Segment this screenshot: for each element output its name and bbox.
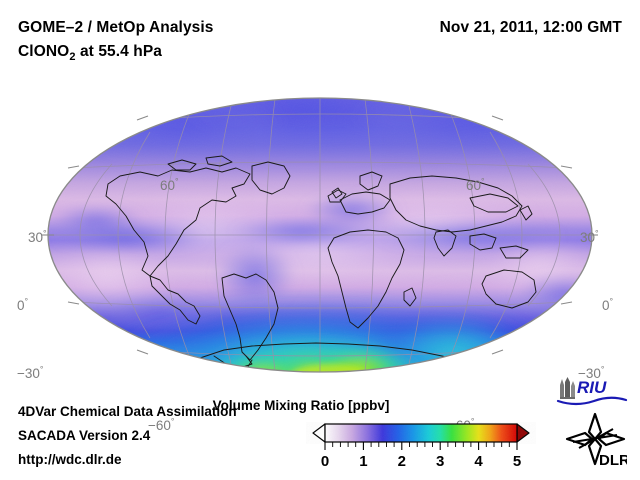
cb-tick-2: 2 [398,453,406,470]
lat-label-right-0: 0° [602,296,614,313]
cb-tick-3: 3 [436,453,444,470]
riu-wave-icon [556,396,628,406]
lat-ticks [42,115,598,355]
colorbar-extend-min [312,423,326,443]
dlr-wordmark: DLR [599,452,627,468]
graticule [48,98,592,372]
lat-label-left-m60: −60° [148,416,175,433]
riu-wordmark: RIU [577,378,607,397]
cb-tick-5: 5 [513,453,521,470]
page-title: GOME–2 / MetOp Analysis [18,19,214,36]
lat-label-left-60: 60° [160,176,179,193]
riu-logo: RIU [556,377,628,406]
url-line[interactable]: http://wdc.dlr.de [18,452,122,467]
colorbar-extend-max [516,423,530,443]
colorbar-title: Volume Mixing Ratio [ppbv] [212,398,390,413]
lat-label-left-30: 30° [28,228,47,245]
lat-label-right-60: 60° [466,176,485,193]
method-line: 4DVar Chemical Data Assimilation [18,404,237,419]
species-subtitle: ClONO2 at 55.4 hPa [18,43,163,64]
coastlines [105,155,569,372]
timestamp: Nov 21, 2011, 12:00 GMT [439,19,622,36]
dlr-logo: DLR [565,412,627,468]
mollweide-map [42,97,598,373]
colorbar-tick-labels: 0 1 2 3 4 5 [321,453,521,470]
dlr-pinwheel-icon [565,412,626,466]
colorbar-svg: 0 1 2 3 4 5 [312,423,530,470]
species-subscript: 2 [69,51,76,64]
lat-label-left-m30: −30° [17,364,44,381]
cb-tick-1: 1 [359,453,367,470]
lat-label-right-30: 30° [580,228,599,245]
data-field [48,98,592,372]
colorbar: 0 1 2 3 4 5 [306,420,536,470]
riu-tower-icon [560,377,575,399]
colorbar-title-wrap: Volume Mixing Ratio [ppbv] [0,398,640,413]
map-panel: 60° 30° 0° −30° −60° 60° 30° 0° −30° −60… [0,80,640,433]
cb-tick-0: 0 [321,453,329,470]
lat-label-left-0: 0° [17,296,29,313]
colorbar-ticks [324,442,518,450]
species-name: ClONO [18,43,70,60]
colorbar-minor-ticks [332,442,510,447]
species-level: at 55.4 hPa [75,43,163,60]
lat-label-right-m30: −30° [578,364,605,381]
version-line: SACADA Version 2.4 [18,428,151,443]
cb-tick-4: 4 [474,453,483,470]
